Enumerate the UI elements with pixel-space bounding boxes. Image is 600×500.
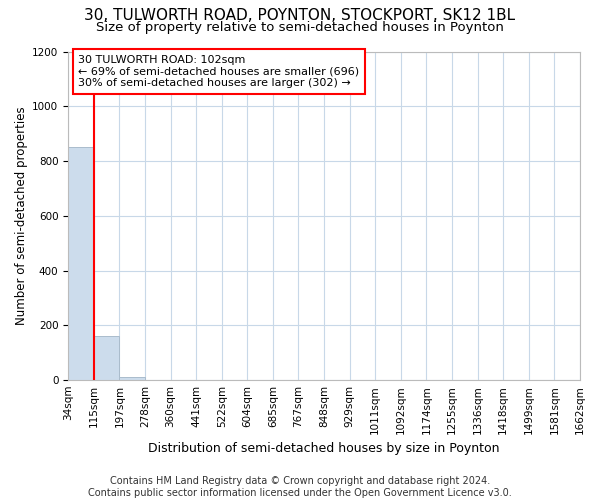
Bar: [94, 336, 119, 380]
Text: Size of property relative to semi-detached houses in Poynton: Size of property relative to semi-detach…: [96, 21, 504, 34]
Text: 30 TULWORTH ROAD: 102sqm
← 69% of semi-detached houses are smaller (696)
30% of : 30 TULWORTH ROAD: 102sqm ← 69% of semi-d…: [79, 55, 359, 88]
X-axis label: Distribution of semi-detached houses by size in Poynton: Distribution of semi-detached houses by …: [148, 442, 500, 455]
Y-axis label: Number of semi-detached properties: Number of semi-detached properties: [15, 106, 28, 325]
Text: Contains HM Land Registry data © Crown copyright and database right 2024.
Contai: Contains HM Land Registry data © Crown c…: [88, 476, 512, 498]
Bar: [68, 147, 94, 380]
Text: 30, TULWORTH ROAD, POYNTON, STOCKPORT, SK12 1BL: 30, TULWORTH ROAD, POYNTON, STOCKPORT, S…: [85, 8, 515, 22]
Bar: [119, 378, 145, 380]
